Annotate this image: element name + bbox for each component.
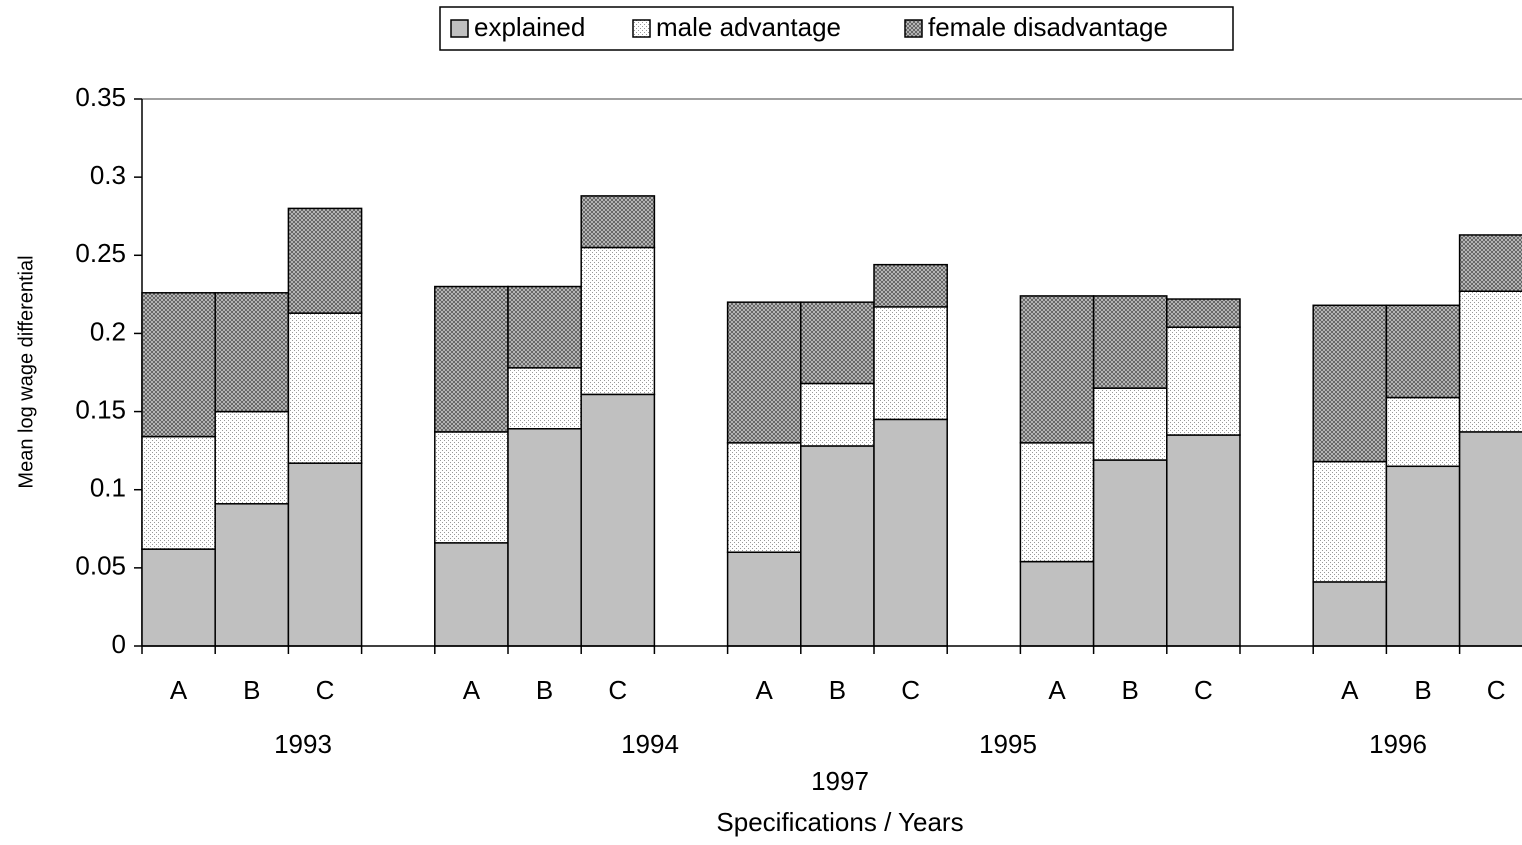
bar-segment: [287, 207, 363, 314]
legend-label: female disadvantage: [928, 12, 1168, 42]
y-tick-label: 0.25: [75, 238, 126, 268]
x-tick-label: B: [243, 675, 260, 705]
y-tick-label: 0.15: [75, 394, 126, 424]
legend-swatch: [904, 19, 923, 38]
bar-segment: [287, 462, 363, 647]
bar-segment: [1458, 234, 1522, 292]
x-tick-label: C: [1487, 675, 1506, 705]
group-label: 1994: [621, 729, 679, 759]
legend-swatch: [450, 19, 469, 38]
x-tick-label: A: [1048, 675, 1066, 705]
bar-segment: [1385, 465, 1461, 647]
bar-segment: [1458, 431, 1522, 647]
bar-segment: [434, 431, 509, 544]
bar-segment: [214, 292, 290, 413]
bar-segment: [287, 312, 363, 464]
bar-segment: [214, 410, 290, 505]
x-tick-label: A: [756, 675, 774, 705]
bar-segment: [214, 503, 290, 647]
bar-segment: [873, 418, 948, 647]
y-tick-label: 0: [112, 629, 126, 659]
bar-segment: [800, 445, 875, 647]
y-tick-label: 0.2: [90, 316, 126, 346]
bar-segment: [873, 263, 948, 308]
bar-segment: [1385, 396, 1461, 468]
bar-segment: [141, 435, 216, 550]
bar-segment: [1166, 298, 1241, 328]
y-tick-label: 0.3: [90, 160, 126, 190]
x-tick-label: C: [608, 675, 627, 705]
bar-segment: [1019, 560, 1095, 647]
bar-segment: [580, 246, 656, 396]
bar-segment: [580, 195, 656, 249]
x-tick-label: A: [170, 675, 188, 705]
legend-label: male advantage: [656, 12, 841, 42]
x-tick-label: C: [316, 675, 335, 705]
bar-segment: [1092, 459, 1168, 647]
legend-box: [439, 6, 1234, 51]
bar-segment: [1312, 304, 1388, 463]
bar-segment: [141, 548, 216, 647]
bar-segment: [507, 428, 582, 647]
group-label: 1995: [979, 729, 1037, 759]
bar-segment: [1166, 434, 1241, 647]
bar-segment: [1092, 387, 1168, 461]
bar-segment: [1019, 442, 1095, 563]
x-tick-label: B: [1414, 675, 1431, 705]
y-tick-label: 0.05: [75, 551, 126, 581]
bar-segment: [1166, 326, 1241, 436]
legend-label: explained: [474, 12, 585, 42]
bar-segment: [507, 285, 582, 369]
x-tick-label: A: [463, 675, 481, 705]
bar-segment: [1458, 290, 1522, 433]
group-label: 1996: [1369, 729, 1427, 759]
bar-segment: [1312, 460, 1388, 583]
bar-segment: [800, 301, 875, 385]
bar-segment: [507, 367, 582, 430]
x-axis-title: Specifications / Years: [716, 807, 963, 837]
bar-segment: [1092, 295, 1168, 389]
x-tick-label: B: [1122, 675, 1139, 705]
bar-segment: [726, 301, 802, 444]
legend-swatch: [632, 19, 651, 38]
bar-segment: [1019, 295, 1095, 444]
group-label: 1993: [274, 729, 332, 759]
bar-segment: [1312, 581, 1388, 647]
bar-segment: [434, 542, 509, 647]
bar-segment: [726, 551, 802, 647]
y-axis-title: Mean log wage differential: [15, 255, 37, 488]
x-tick-label: A: [1341, 675, 1359, 705]
bar-segment: [800, 382, 875, 447]
bar-segment: [726, 442, 802, 553]
x-tick-label: C: [1194, 675, 1213, 705]
bar-segment: [141, 292, 216, 438]
bar-segment: [873, 306, 948, 421]
bar-segment: [434, 285, 509, 433]
x-tick-label: C: [901, 675, 920, 705]
y-tick-label: 0.1: [90, 473, 126, 503]
bar-segment: [580, 393, 656, 647]
group-label: 1997: [811, 766, 869, 796]
y-tick-label: 0.35: [75, 82, 126, 112]
bar-segment: [1385, 304, 1461, 399]
x-tick-label: B: [829, 675, 846, 705]
x-tick-label: B: [536, 675, 553, 705]
